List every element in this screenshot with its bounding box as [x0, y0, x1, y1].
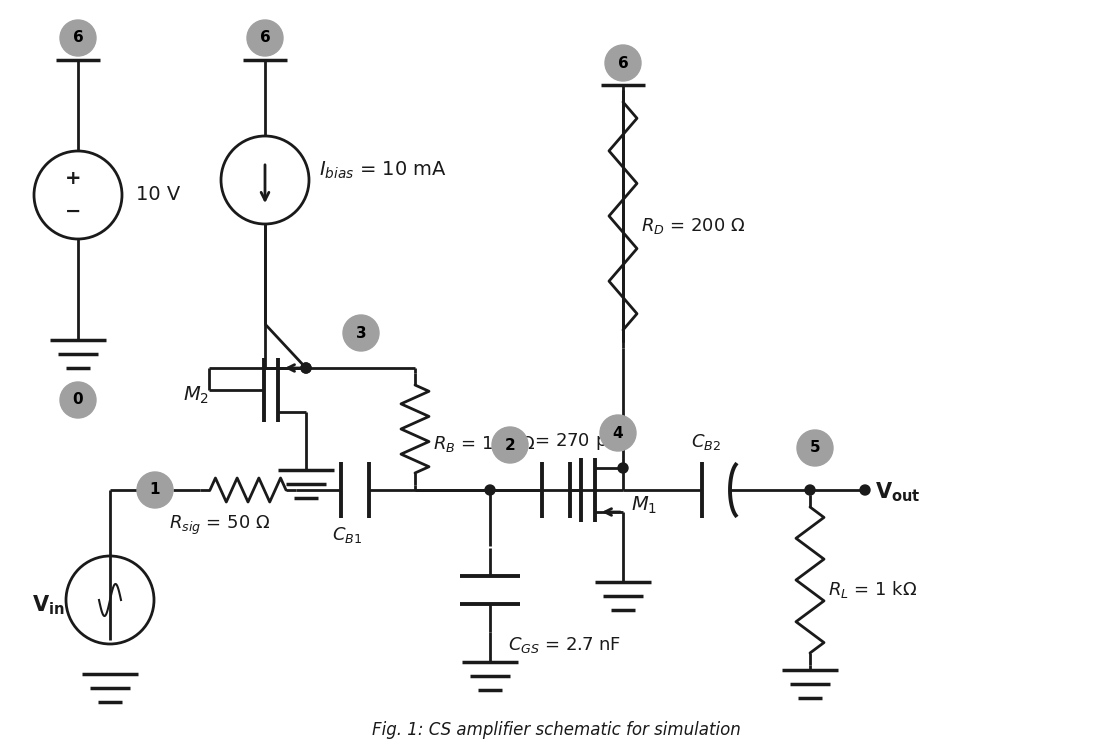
Text: Fig. 1: CS amplifier schematic for simulation: Fig. 1: CS amplifier schematic for simul…: [371, 721, 741, 739]
Text: $\mathbf{V_{out}}$: $\mathbf{V_{out}}$: [875, 480, 921, 504]
Text: 6: 6: [617, 55, 628, 70]
Circle shape: [618, 463, 628, 473]
Circle shape: [247, 20, 282, 56]
Circle shape: [301, 363, 311, 373]
Text: 3: 3: [356, 326, 366, 341]
Text: $R_L$ = 1 k$\Omega$: $R_L$ = 1 k$\Omega$: [828, 580, 917, 601]
Text: −: −: [64, 201, 81, 220]
Text: $R_B$ = 10 k$\Omega$: $R_B$ = 10 k$\Omega$: [433, 434, 535, 455]
Text: $M_1$: $M_1$: [631, 494, 657, 515]
Circle shape: [605, 45, 641, 81]
Text: $C_{B1}$: $C_{B1}$: [332, 525, 363, 545]
Circle shape: [860, 485, 870, 495]
Circle shape: [60, 382, 96, 418]
Text: $C_{GD}$ = 270 pF: $C_{GD}$ = 270 pF: [496, 431, 618, 452]
Circle shape: [485, 485, 495, 495]
Text: $R_{sig}$ = 50 $\Omega$: $R_{sig}$ = 50 $\Omega$: [169, 513, 270, 536]
Text: 1: 1: [150, 482, 160, 497]
Circle shape: [342, 315, 379, 351]
Circle shape: [805, 485, 815, 495]
Text: +: +: [64, 169, 81, 189]
Text: $C_{GS}$ = 2.7 nF: $C_{GS}$ = 2.7 nF: [508, 635, 620, 655]
Circle shape: [60, 20, 96, 56]
Text: 2: 2: [505, 437, 515, 452]
Circle shape: [600, 415, 636, 451]
Circle shape: [797, 430, 833, 466]
Text: 6: 6: [259, 31, 270, 46]
Text: 6: 6: [72, 31, 83, 46]
Text: $R_D$ = 200 $\Omega$: $R_D$ = 200 $\Omega$: [641, 216, 745, 236]
Text: $I_{bias}$ = 10 mA: $I_{bias}$ = 10 mA: [319, 160, 447, 181]
Circle shape: [137, 472, 173, 508]
Text: 0: 0: [72, 392, 83, 407]
Text: 10 V: 10 V: [136, 186, 180, 204]
Text: $C_{B2}$: $C_{B2}$: [691, 432, 721, 452]
Text: $\mathbf{V_{in}}$: $\mathbf{V_{in}}$: [31, 593, 64, 616]
Text: 5: 5: [810, 440, 821, 455]
Circle shape: [301, 363, 311, 373]
Text: $M_2$: $M_2$: [183, 384, 209, 406]
Text: 4: 4: [613, 425, 624, 440]
Circle shape: [492, 427, 528, 463]
